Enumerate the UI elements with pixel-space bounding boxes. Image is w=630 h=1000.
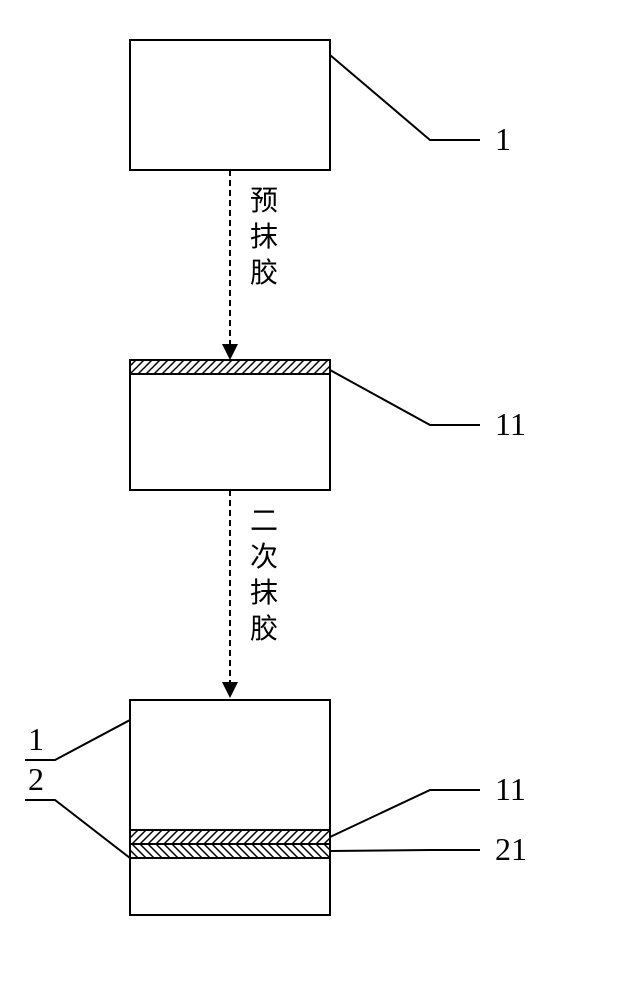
process-label-2-char3: 抹 xyxy=(250,577,278,609)
svg-text:2: 2 xyxy=(28,761,44,797)
svg-text:11: 11 xyxy=(495,406,526,442)
leader-1b: 1 xyxy=(25,720,130,760)
hatch-bot-upper xyxy=(130,830,330,844)
svg-text:21: 21 xyxy=(495,831,527,867)
process-label-2-char4: 胶 xyxy=(250,613,278,645)
leader-1: 1 xyxy=(330,55,511,157)
box-bottom-lower xyxy=(130,858,330,915)
leader-11: 11 xyxy=(330,370,526,442)
leader-21: 21 xyxy=(330,831,527,867)
svg-text:1: 1 xyxy=(495,121,511,157)
hatch-bot-lower xyxy=(130,844,330,858)
leader-2: 2 xyxy=(25,761,130,858)
box-bottom-upper xyxy=(130,700,330,830)
process-label-2-char1: 二 xyxy=(250,506,278,537)
svg-text:11: 11 xyxy=(495,771,526,807)
process-label-1-char1: 预 xyxy=(250,186,278,217)
leader-11b: 11 xyxy=(330,771,526,837)
process-diagram: 预 抹 胶 二 次 抹 胶 1 11 1 2 11 21 xyxy=(0,0,630,1000)
process-label-1-char2: 抹 xyxy=(250,221,278,253)
process-label-2-char2: 次 xyxy=(250,541,278,573)
hatch-mid-top xyxy=(130,360,330,374)
svg-text:1: 1 xyxy=(28,721,44,757)
box-top xyxy=(130,40,330,170)
process-label-1-char3: 胶 xyxy=(250,257,278,289)
box-middle xyxy=(130,374,330,490)
